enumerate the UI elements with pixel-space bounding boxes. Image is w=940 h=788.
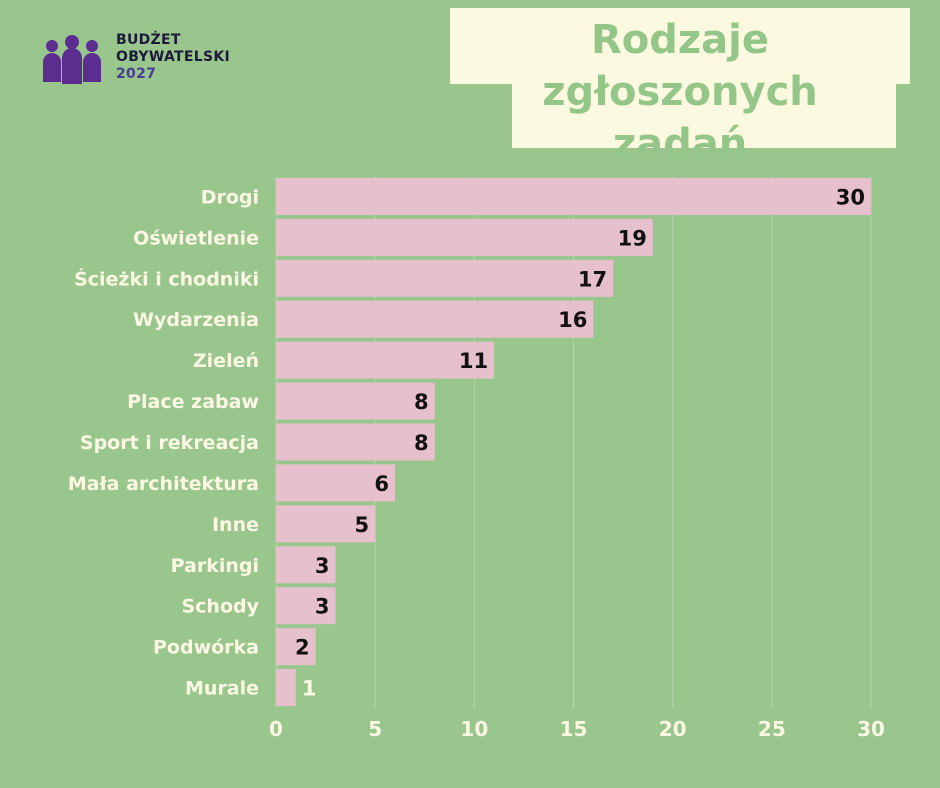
value-label: 3 [315,595,330,619]
value-label: 16 [558,308,587,332]
title-box-lower [512,80,896,148]
x-tick-label: 10 [460,717,488,741]
category-label: Podwórka [153,637,259,659]
bar [276,546,336,584]
x-tick-label: 5 [368,717,382,741]
bar [276,628,316,666]
x-tick-label: 0 [269,717,283,741]
value-label: 1 [302,677,317,701]
bar [276,218,653,256]
bar [276,423,435,461]
logo: BUDŻET OBYWATELSKI 2027 [40,30,270,90]
category-label: Oświetlenie [133,227,259,249]
bar [276,669,296,707]
bar [276,587,336,625]
category-label: Wydarzenia [133,309,259,331]
bar [276,300,594,338]
x-tick-label: 15 [560,717,588,741]
category-label: Murale [185,678,259,700]
bar [276,464,395,502]
logo-line-1: BUDŻET [116,32,181,48]
bar [276,259,614,297]
value-label: 30 [836,185,865,209]
x-tick-label: 20 [659,717,687,741]
x-tick-label: 30 [857,717,885,741]
value-label: 6 [374,472,389,496]
logo-year: 2027 [116,66,157,82]
chart-title-line-2: zadań [612,121,748,167]
value-label: 19 [618,226,647,250]
category-label: Sport i rekreacja [80,432,259,454]
logo-line-2: OBYWATELSKI [116,49,230,65]
value-label: 5 [355,513,370,537]
category-label: Inne [212,514,259,536]
category-label: Drogi [201,186,259,208]
chart-title: Rodzaje zgłoszonych zadań [450,14,910,170]
chart-title-line-1: Rodzaje zgłoszonych [542,17,818,115]
x-tick-label: 25 [758,717,786,741]
category-label: Ścieżki i chodniki [74,266,259,290]
bar [276,341,495,379]
category-label: Parkingi [171,555,259,577]
value-label: 8 [414,431,429,455]
category-label: Schody [181,596,259,618]
value-label: 3 [315,554,330,578]
category-label: Mała architektura [68,473,259,495]
value-label: 8 [414,390,429,414]
people-group-icon [43,35,101,84]
category-label: Zieleń [193,350,259,372]
value-label: 17 [578,267,607,291]
category-label: Place zabaw [127,391,259,413]
value-label: 2 [295,636,310,660]
bar [276,177,871,215]
logo-text: BUDŻET OBYWATELSKI 2027 [116,32,230,83]
value-label: 11 [459,349,488,373]
title-box [450,8,910,84]
bar [276,505,376,543]
bar [276,382,435,420]
